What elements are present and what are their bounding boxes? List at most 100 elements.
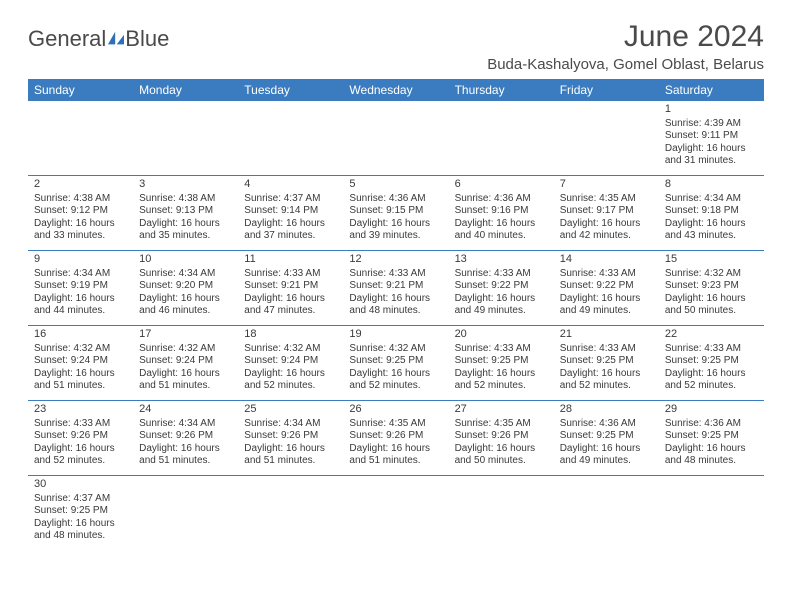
daylight-line: Daylight: 16 hours and 39 minutes. xyxy=(349,218,442,243)
calendar-cell: 30Sunrise: 4:37 AMSunset: 9:25 PMDayligh… xyxy=(28,476,133,551)
daylight-line: Daylight: 16 hours and 52 minutes. xyxy=(244,368,337,393)
day-number: 22 xyxy=(665,328,758,342)
daylight-line: Daylight: 16 hours and 37 minutes. xyxy=(244,218,337,243)
day-number: 5 xyxy=(349,178,442,192)
sunrise-line: Sunrise: 4:33 AM xyxy=(665,343,758,356)
calendar-cell: 21Sunrise: 4:33 AMSunset: 9:25 PMDayligh… xyxy=(554,326,659,401)
calendar-cell: 4Sunrise: 4:37 AMSunset: 9:14 PMDaylight… xyxy=(238,176,343,251)
sunset-line: Sunset: 9:13 PM xyxy=(139,205,232,218)
calendar-table: Sunday Monday Tuesday Wednesday Thursday… xyxy=(28,79,764,550)
day-number: 18 xyxy=(244,328,337,342)
sunrise-line: Sunrise: 4:37 AM xyxy=(244,193,337,206)
logo-text-1: General xyxy=(28,26,106,52)
sunset-line: Sunset: 9:26 PM xyxy=(139,430,232,443)
calendar-cell: 11Sunrise: 4:33 AMSunset: 9:21 PMDayligh… xyxy=(238,251,343,326)
daylight-line: Daylight: 16 hours and 52 minutes. xyxy=(34,443,127,468)
calendar-cell xyxy=(554,476,659,551)
logo-text-2: Blue xyxy=(125,26,169,52)
calendar-cell: 9Sunrise: 4:34 AMSunset: 9:19 PMDaylight… xyxy=(28,251,133,326)
daylight-line: Daylight: 16 hours and 51 minutes. xyxy=(139,443,232,468)
sunrise-line: Sunrise: 4:34 AM xyxy=(139,418,232,431)
calendar-cell xyxy=(343,101,448,176)
sunrise-line: Sunrise: 4:32 AM xyxy=(139,343,232,356)
sunset-line: Sunset: 9:24 PM xyxy=(244,355,337,368)
sunset-line: Sunset: 9:14 PM xyxy=(244,205,337,218)
sunset-line: Sunset: 9:18 PM xyxy=(665,205,758,218)
sunrise-line: Sunrise: 4:33 AM xyxy=(244,268,337,281)
day-number: 17 xyxy=(139,328,232,342)
sunset-line: Sunset: 9:21 PM xyxy=(244,280,337,293)
sunrise-line: Sunrise: 4:39 AM xyxy=(665,118,758,131)
sunset-line: Sunset: 9:17 PM xyxy=(560,205,653,218)
day-number: 11 xyxy=(244,253,337,267)
calendar-cell: 6Sunrise: 4:36 AMSunset: 9:16 PMDaylight… xyxy=(449,176,554,251)
day-number: 30 xyxy=(34,478,127,492)
calendar-cell: 24Sunrise: 4:34 AMSunset: 9:26 PMDayligh… xyxy=(133,401,238,476)
sunset-line: Sunset: 9:23 PM xyxy=(665,280,758,293)
daylight-line: Daylight: 16 hours and 50 minutes. xyxy=(665,293,758,318)
daylight-line: Daylight: 16 hours and 35 minutes. xyxy=(139,218,232,243)
weekday-header: Sunday xyxy=(28,79,133,101)
sunset-line: Sunset: 9:24 PM xyxy=(139,355,232,368)
calendar-cell: 26Sunrise: 4:35 AMSunset: 9:26 PMDayligh… xyxy=(343,401,448,476)
calendar-cell xyxy=(659,476,764,551)
calendar-cell xyxy=(554,101,659,176)
daylight-line: Daylight: 16 hours and 52 minutes. xyxy=(349,368,442,393)
calendar-cell: 10Sunrise: 4:34 AMSunset: 9:20 PMDayligh… xyxy=(133,251,238,326)
calendar-cell: 28Sunrise: 4:36 AMSunset: 9:25 PMDayligh… xyxy=(554,401,659,476)
sunset-line: Sunset: 9:15 PM xyxy=(349,205,442,218)
calendar-cell xyxy=(133,476,238,551)
daylight-line: Daylight: 16 hours and 33 minutes. xyxy=(34,218,127,243)
daylight-line: Daylight: 16 hours and 52 minutes. xyxy=(560,368,653,393)
calendar-cell: 23Sunrise: 4:33 AMSunset: 9:26 PMDayligh… xyxy=(28,401,133,476)
sunset-line: Sunset: 9:12 PM xyxy=(34,205,127,218)
daylight-line: Daylight: 16 hours and 48 minutes. xyxy=(665,443,758,468)
calendar-row: 2Sunrise: 4:38 AMSunset: 9:12 PMDaylight… xyxy=(28,176,764,251)
calendar-cell xyxy=(238,101,343,176)
calendar-row: 16Sunrise: 4:32 AMSunset: 9:24 PMDayligh… xyxy=(28,326,764,401)
sunrise-line: Sunrise: 4:33 AM xyxy=(349,268,442,281)
day-number: 9 xyxy=(34,253,127,267)
sunset-line: Sunset: 9:11 PM xyxy=(665,130,758,143)
month-title: June 2024 xyxy=(487,20,764,54)
day-number: 1 xyxy=(665,103,758,117)
sunrise-line: Sunrise: 4:35 AM xyxy=(455,418,548,431)
day-number: 29 xyxy=(665,403,758,417)
day-number: 15 xyxy=(665,253,758,267)
location: Buda-Kashalyova, Gomel Oblast, Belarus xyxy=(487,56,764,73)
daylight-line: Daylight: 16 hours and 48 minutes. xyxy=(349,293,442,318)
day-number: 28 xyxy=(560,403,653,417)
sunrise-line: Sunrise: 4:36 AM xyxy=(455,193,548,206)
calendar-cell: 19Sunrise: 4:32 AMSunset: 9:25 PMDayligh… xyxy=(343,326,448,401)
calendar-cell: 3Sunrise: 4:38 AMSunset: 9:13 PMDaylight… xyxy=(133,176,238,251)
sunset-line: Sunset: 9:24 PM xyxy=(34,355,127,368)
sunrise-line: Sunrise: 4:32 AM xyxy=(665,268,758,281)
daylight-line: Daylight: 16 hours and 31 minutes. xyxy=(665,143,758,168)
sunset-line: Sunset: 9:25 PM xyxy=(665,355,758,368)
calendar-cell xyxy=(449,476,554,551)
day-number: 24 xyxy=(139,403,232,417)
calendar-cell: 27Sunrise: 4:35 AMSunset: 9:26 PMDayligh… xyxy=(449,401,554,476)
calendar-cell: 5Sunrise: 4:36 AMSunset: 9:15 PMDaylight… xyxy=(343,176,448,251)
daylight-line: Daylight: 16 hours and 52 minutes. xyxy=(665,368,758,393)
sunrise-line: Sunrise: 4:33 AM xyxy=(560,268,653,281)
calendar-row: 9Sunrise: 4:34 AMSunset: 9:19 PMDaylight… xyxy=(28,251,764,326)
sunrise-line: Sunrise: 4:33 AM xyxy=(34,418,127,431)
daylight-line: Daylight: 16 hours and 51 minutes. xyxy=(139,368,232,393)
sunset-line: Sunset: 9:16 PM xyxy=(455,205,548,218)
calendar-cell: 7Sunrise: 4:35 AMSunset: 9:17 PMDaylight… xyxy=(554,176,659,251)
sunset-line: Sunset: 9:20 PM xyxy=(139,280,232,293)
calendar-cell: 17Sunrise: 4:32 AMSunset: 9:24 PMDayligh… xyxy=(133,326,238,401)
sunset-line: Sunset: 9:25 PM xyxy=(560,355,653,368)
sunset-line: Sunset: 9:26 PM xyxy=(34,430,127,443)
calendar-cell: 25Sunrise: 4:34 AMSunset: 9:26 PMDayligh… xyxy=(238,401,343,476)
calendar-cell xyxy=(343,476,448,551)
day-number: 27 xyxy=(455,403,548,417)
sunrise-line: Sunrise: 4:33 AM xyxy=(455,343,548,356)
sunrise-line: Sunrise: 4:35 AM xyxy=(560,193,653,206)
daylight-line: Daylight: 16 hours and 48 minutes. xyxy=(34,518,127,543)
calendar-cell xyxy=(449,101,554,176)
logo: General Blue xyxy=(28,26,169,52)
calendar-cell: 8Sunrise: 4:34 AMSunset: 9:18 PMDaylight… xyxy=(659,176,764,251)
daylight-line: Daylight: 16 hours and 40 minutes. xyxy=(455,218,548,243)
